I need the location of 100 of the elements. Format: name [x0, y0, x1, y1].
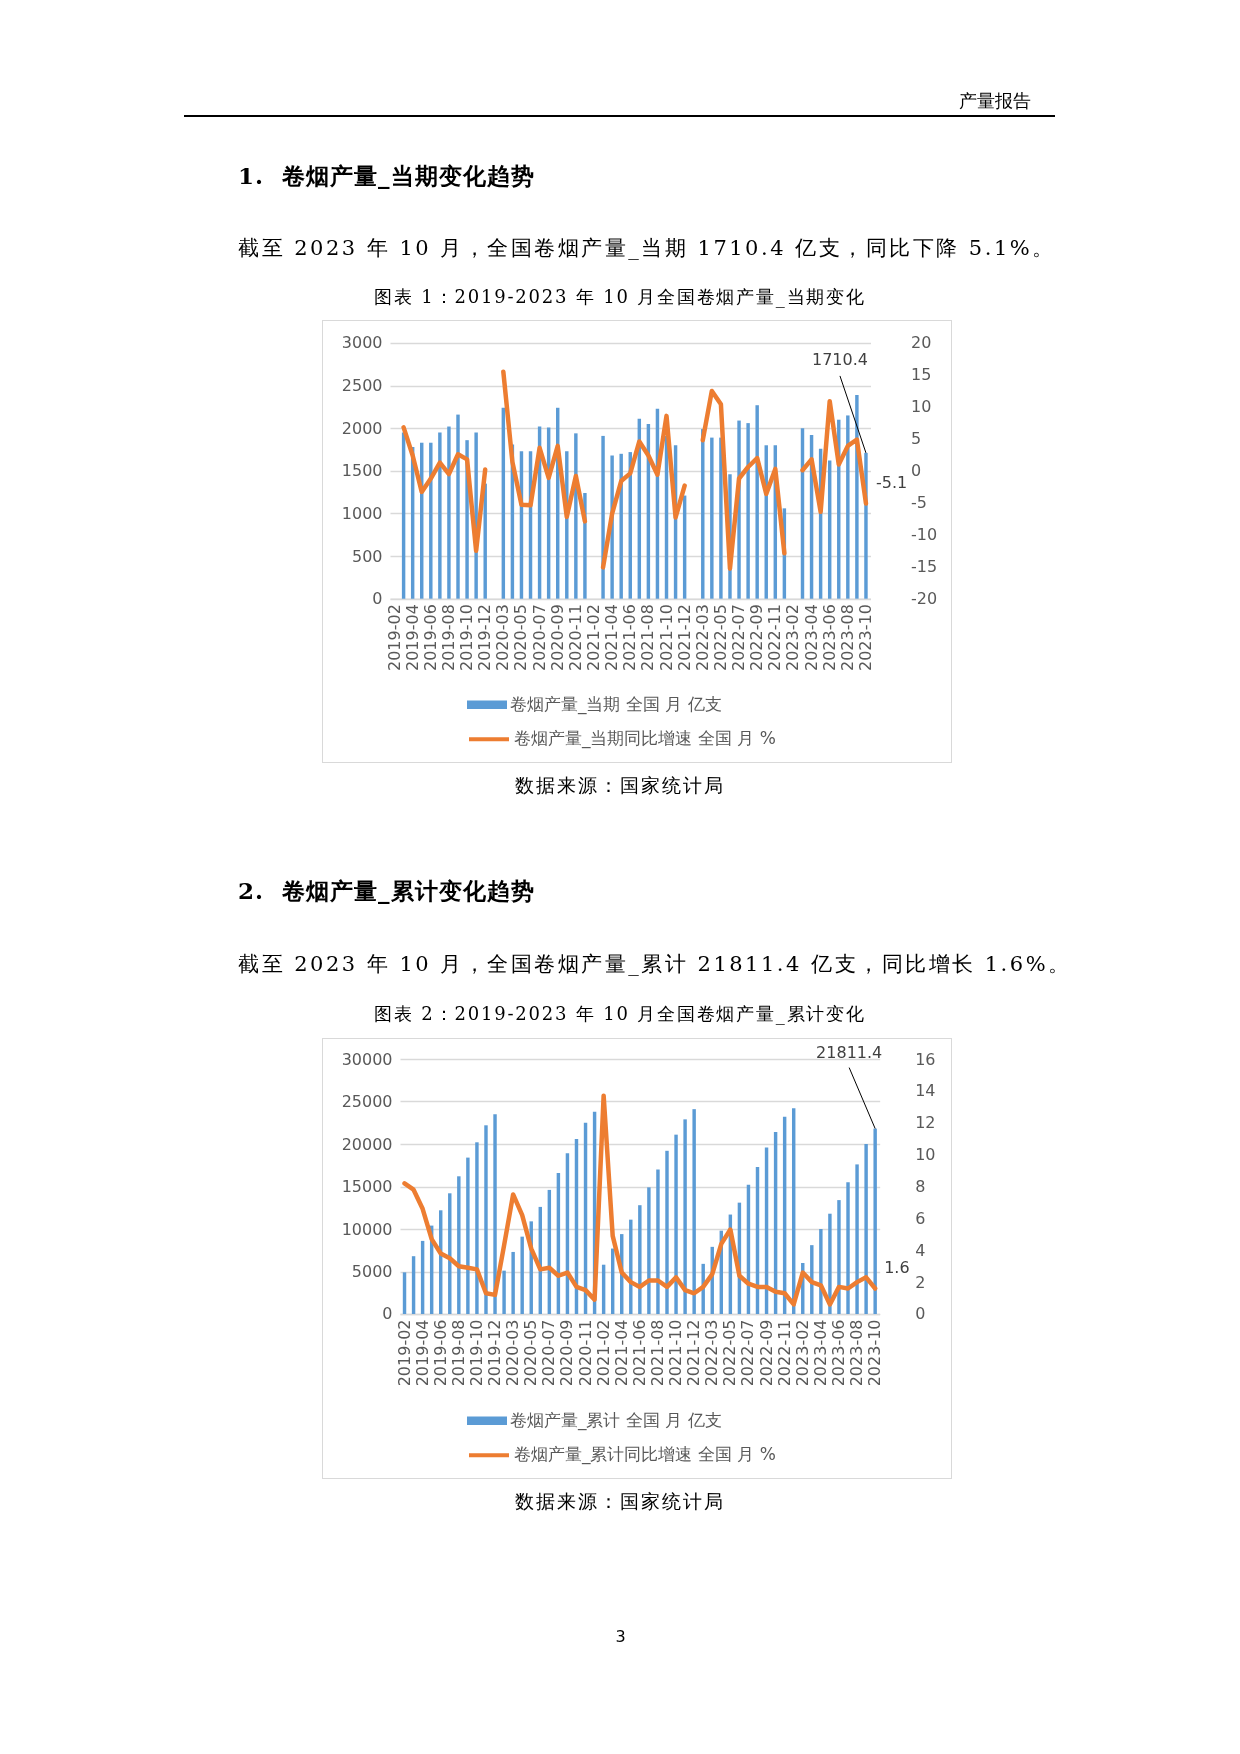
- bar: [438, 432, 442, 599]
- x-tick-label: 2020-11: [575, 1319, 595, 1387]
- data-label: -5.1: [876, 473, 908, 493]
- x-tick-label: 2022-11: [765, 603, 785, 671]
- bar: [629, 1219, 633, 1315]
- y2-tick-label: 2: [915, 1272, 926, 1292]
- y-tick-label: 0: [372, 588, 383, 608]
- bar: [656, 1169, 660, 1315]
- bar: [819, 1229, 823, 1315]
- y-tick-label: 5000: [352, 1262, 393, 1282]
- x-tick-label: 2020-05: [521, 1319, 541, 1387]
- x-tick-label: 2021-08: [638, 603, 658, 671]
- x-tick-label: 2020-07: [539, 1319, 559, 1387]
- bar: [511, 1252, 516, 1315]
- legend-label: 卷烟产量_累计 全国 月 亿支: [510, 1409, 722, 1431]
- x-tick-label: 2020-09: [548, 603, 568, 671]
- bar: [837, 1200, 841, 1315]
- y2-tick-label: 14: [915, 1081, 936, 1101]
- y-tick-label: 500: [352, 546, 383, 566]
- y-tick-label: 15000: [341, 1177, 393, 1197]
- x-tick-label: 2019-12: [475, 603, 495, 671]
- x-tick-label: 2022-11: [774, 1319, 794, 1387]
- x-tick-label: 2022-07: [729, 603, 749, 671]
- x-tick-label: 2019-10: [457, 603, 477, 671]
- x-tick-label: 2023-06: [819, 603, 839, 671]
- bar: [719, 437, 723, 599]
- x-tick-label: 2023-02: [783, 603, 803, 671]
- bar: [864, 1144, 869, 1315]
- x-tick-label: 2023-06: [829, 1319, 849, 1387]
- x-tick-label: 2020-07: [529, 603, 549, 671]
- data-label: 1.6: [884, 1258, 910, 1278]
- x-tick-label: 2022-03: [693, 603, 713, 671]
- x-tick-label: 2021-12: [684, 1319, 704, 1387]
- bar: [493, 1114, 498, 1315]
- text: 产量报告: [959, 89, 1031, 113]
- bar: [873, 1128, 878, 1315]
- bar: [846, 415, 850, 599]
- text: 截至 2023 年 10 月，全国卷烟产量_累计 21811.4 亿支，同比增长 1.6%。: [238, 950, 1072, 978]
- x-tick-label: 2021-04: [602, 603, 622, 671]
- x-tick-label: 2023-08: [838, 603, 858, 671]
- x-tick-label: 2019-10: [467, 1319, 487, 1387]
- bar: [619, 453, 624, 599]
- text: 3: [615, 1626, 626, 1647]
- x-tick-label: 2023-04: [801, 603, 821, 671]
- x-tick-label: 2021-02: [584, 603, 604, 671]
- bar: [484, 1125, 488, 1315]
- y-tick-label: 30000: [341, 1049, 393, 1069]
- x-tick-label: 2021-06: [630, 1319, 650, 1387]
- y2-tick-label: 10: [915, 1145, 936, 1165]
- bar: [520, 1236, 525, 1315]
- y2-tick-label: 20: [911, 333, 932, 353]
- bar: [429, 442, 433, 599]
- y2-tick-label: 6: [915, 1209, 926, 1229]
- y-tick-label: 0: [382, 1304, 393, 1324]
- x-tick-label: 2021-10: [666, 1319, 686, 1387]
- y2-tick-label: 16: [915, 1049, 936, 1069]
- bar: [638, 1205, 642, 1315]
- data-label: 21811.4: [816, 1042, 883, 1062]
- x-tick-label: 2020-09: [557, 1319, 577, 1387]
- bar: [502, 1270, 507, 1315]
- x-tick-label: 2019-06: [421, 603, 441, 671]
- y2-tick-label: -10: [911, 524, 938, 544]
- legend-label: 卷烟产量_当期 全国 月 亿支: [510, 693, 722, 715]
- x-tick-label: 2019-02: [384, 603, 404, 671]
- y2-tick-label: -5: [911, 492, 928, 512]
- y2-tick-label: 4: [915, 1241, 926, 1261]
- x-tick-label: 2023-10: [856, 603, 876, 671]
- source-note: 数据来源：国家统计局: [515, 774, 725, 798]
- text: 截至 2023 年 10 月，全国卷烟产量_当期 1710.4 亿支，同比下降 5.1%。: [238, 234, 1056, 262]
- x-tick-label: 2019-04: [402, 603, 422, 671]
- y2-tick-label: 12: [915, 1113, 936, 1133]
- x-tick-label: 2022-09: [747, 603, 767, 671]
- x-tick-label: 2021-12: [674, 603, 694, 671]
- y2-tick-label: -15: [911, 556, 938, 576]
- y-tick-label: 3000: [342, 333, 383, 353]
- x-tick-label: 2019-06: [431, 1319, 451, 1387]
- bar: [846, 1182, 851, 1315]
- y2-tick-label: -20: [911, 588, 938, 608]
- chart-title: 图表 2：2019-2023 年 10 月全国卷烟产量_累计变化: [374, 1002, 866, 1026]
- bar: [755, 404, 760, 599]
- y2-tick-label: 0: [911, 461, 922, 481]
- x-tick-label: 2019-12: [485, 1319, 505, 1387]
- x-tick-label: 2022-07: [738, 1319, 758, 1387]
- y-tick-label: 2000: [342, 418, 383, 438]
- data-label: 1710.4: [812, 349, 869, 369]
- bar: [683, 1119, 688, 1315]
- bar: [647, 1187, 651, 1315]
- y2-tick-label: 8: [915, 1177, 926, 1197]
- x-tick-label: 2020-11: [566, 603, 586, 671]
- x-tick-label: 2023-04: [811, 1319, 831, 1387]
- bar: [483, 483, 488, 599]
- y-tick-label: 1500: [342, 461, 383, 481]
- x-tick-label: 2020-05: [511, 603, 531, 671]
- line-series: [402, 1093, 878, 1307]
- x-tick-label: 2022-09: [756, 1319, 776, 1387]
- x-tick-label: 2021-08: [648, 1319, 668, 1387]
- x-tick-label: 2020-03: [503, 1319, 523, 1387]
- y-tick-label: 25000: [341, 1092, 393, 1112]
- y2-tick-label: 10: [911, 397, 932, 417]
- bar: [692, 1109, 697, 1315]
